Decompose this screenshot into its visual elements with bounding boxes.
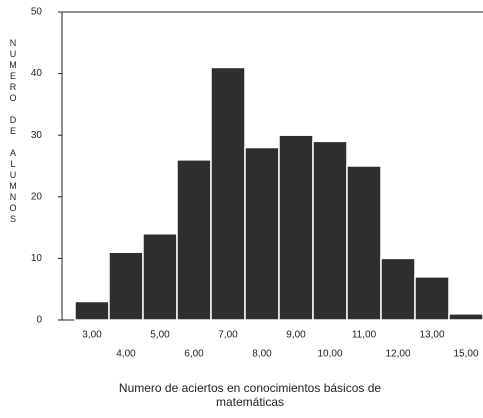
x-tick-label: 8,00 <box>252 349 272 360</box>
bar <box>244 146 280 321</box>
bar <box>74 300 110 321</box>
y-tick-label: 0 <box>36 315 42 326</box>
bar <box>108 251 144 321</box>
x-tick-label: 7,00 <box>218 330 238 341</box>
x-tick-label: 13,00 <box>419 330 444 341</box>
y-tick-label: 10 <box>31 253 43 264</box>
y-tick-label: 50 <box>31 7 43 18</box>
bar <box>414 276 450 321</box>
x-axis-label: Numero de aciertos en conocimientos bási… <box>118 381 382 409</box>
x-tick-label: 11,00 <box>352 330 377 341</box>
bar <box>210 66 246 321</box>
x-tick-label: 10,00 <box>317 349 342 360</box>
bar <box>312 140 348 321</box>
bar <box>346 165 382 321</box>
x-tick-label: 3,00 <box>82 330 102 341</box>
x-tick-label: 12,00 <box>385 349 410 360</box>
x-tick-label: 9,00 <box>286 330 306 341</box>
x-tick-label: 6,00 <box>184 349 204 360</box>
x-tick-label: 5,00 <box>150 330 170 341</box>
y-axis-label: NUMERO DE ALUMNOS <box>8 38 18 225</box>
bar <box>142 233 178 321</box>
y-tick-label: 30 <box>31 130 43 141</box>
bar <box>176 159 212 321</box>
bar <box>448 313 483 321</box>
x-tick-label: 4,00 <box>116 349 136 360</box>
bar <box>278 134 314 321</box>
y-tick-label: 40 <box>31 68 43 79</box>
x-tick-label: 15,00 <box>453 349 478 360</box>
bar <box>380 257 416 321</box>
y-tick-label: 20 <box>31 191 43 202</box>
